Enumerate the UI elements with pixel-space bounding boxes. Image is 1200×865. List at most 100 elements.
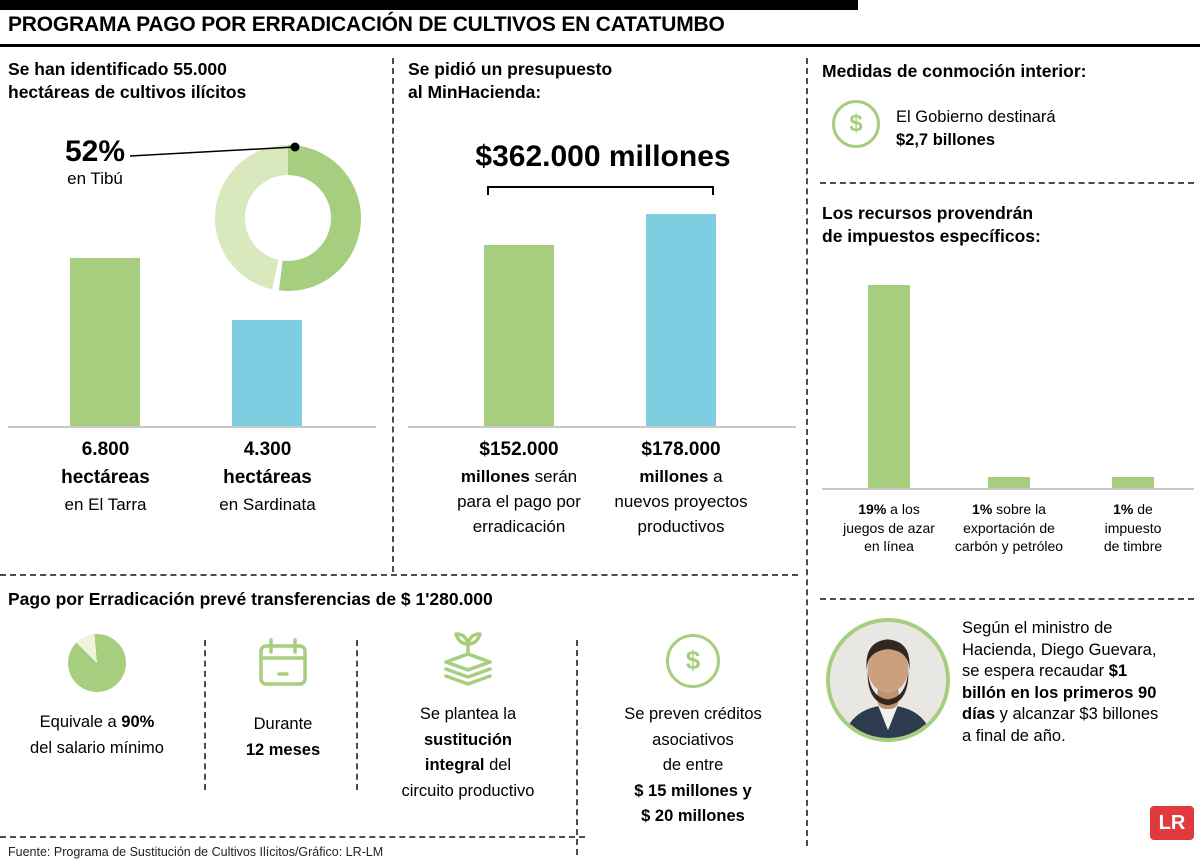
salario-line1: Equivale a 90% bbox=[30, 710, 164, 736]
sardinata-label: 4.300 hectáreas en Sardinata bbox=[190, 436, 345, 517]
transfer-item-duracion: Durante 12 meses bbox=[213, 636, 353, 763]
bar-el-tarra bbox=[70, 258, 140, 426]
erradicacion-amount: $152.000 bbox=[479, 439, 559, 460]
taxes-axis-line bbox=[822, 488, 1194, 490]
credits-dollar-icon: $ bbox=[666, 634, 720, 688]
minister-portrait-illustration bbox=[830, 622, 946, 738]
lr-logo: LR bbox=[1150, 806, 1194, 840]
creditos-line4: $ 15 millones y bbox=[634, 781, 752, 800]
salario-text: Equivale a 90% del salario mínimo bbox=[30, 710, 164, 761]
sustitucion-line3: integral del bbox=[402, 753, 535, 779]
budget-total: $362.000 millones bbox=[475, 140, 731, 173]
page-title: PROGRAMA PAGO POR ERRADICACIÓN DE CULTIV… bbox=[8, 13, 725, 36]
sardinata-unit: hectáreas bbox=[223, 467, 312, 488]
hectares-heading-line1: Se han identificado 55.000 bbox=[8, 59, 227, 79]
donut-percentage-value: 52% bbox=[64, 135, 126, 168]
top-black-bar bbox=[0, 0, 858, 10]
creditos-text: Se preven créditos asociativos de entre … bbox=[624, 702, 762, 830]
sustitucion-text: Se plantea la sustitución integral del c… bbox=[402, 702, 535, 804]
dollar-circle-icon: $ bbox=[832, 100, 880, 148]
transfer-item-sustitucion: Se plantea la sustitución integral del c… bbox=[365, 628, 571, 804]
creditos-line5: $ 20 millones bbox=[641, 807, 745, 825]
bar-proyectos bbox=[646, 214, 716, 426]
government-allocation: El Gobierno destinará $2,7 billones bbox=[896, 106, 1056, 152]
taxes-heading-line1: Los recursos provendrán bbox=[822, 203, 1034, 223]
tax-exportacion-pct: 1% bbox=[972, 501, 993, 517]
sustitucion-line2: sustitución bbox=[423, 730, 512, 749]
divider-footer bbox=[0, 836, 585, 838]
divider-item2-item3 bbox=[356, 640, 358, 790]
transfer-heading: Pago por Erradicación prevé transferenci… bbox=[8, 589, 493, 609]
pie-icon bbox=[68, 634, 126, 692]
proyectos-line2: millones a bbox=[578, 464, 784, 489]
donut-hole bbox=[245, 175, 331, 261]
hectares-heading: Se han identificado 55.000 hectáreas de … bbox=[8, 58, 246, 104]
taxes-heading-line2: de impuestos específicos: bbox=[822, 226, 1041, 246]
minister-quote-bold: $1 billón en los primeros 90 días bbox=[962, 662, 1157, 723]
crop-substitution-icon bbox=[444, 632, 492, 686]
tax-juegos-line3: en línea bbox=[864, 538, 914, 554]
tax-exportacion-line3: carbón y petróleo bbox=[954, 538, 1064, 554]
proyectos-label: $178.000 millones a nuevos proyectos pro… bbox=[578, 436, 784, 539]
tax-timbre-rest: de bbox=[1133, 501, 1153, 517]
source-credit: Fuente: Programa de Sustitución de Culti… bbox=[8, 845, 384, 859]
transfer-item-salario: Equivale a 90% del salario mínimo bbox=[2, 634, 192, 761]
duracion-line2: 12 meses bbox=[245, 740, 321, 759]
tax-juegos-line1: 19% a los bbox=[827, 500, 951, 519]
duracion-text: Durante 12 meses bbox=[246, 712, 320, 763]
divider-item1-item2 bbox=[204, 640, 206, 790]
tax-timbre-label: 1% de impuesto de timbre bbox=[1071, 500, 1195, 556]
divider-taxes-minister bbox=[820, 598, 1194, 600]
donut-chart bbox=[215, 145, 361, 291]
el-tarra-label: 6.800 hectáreas en El Tarra bbox=[28, 436, 183, 517]
sustitucion-line3-rest: del bbox=[484, 756, 512, 774]
tax-timbre-line2: impuesto bbox=[1104, 519, 1162, 536]
proyectos-line3: nuevos proyectos bbox=[614, 492, 748, 511]
sustitucion-line4: circuito productivo bbox=[401, 781, 535, 800]
sustitucion-line1: Se plantea la bbox=[419, 705, 517, 723]
divider-col2-col3 bbox=[806, 58, 808, 846]
tax-juegos-line2: juegos de azar bbox=[843, 519, 935, 536]
creditos-line3: de entre bbox=[662, 756, 724, 774]
erradicacion-line4: erradicación bbox=[472, 517, 566, 536]
hectares-heading-line2: hectáreas de cultivos ilícitos bbox=[8, 82, 247, 102]
donut-percentage-place: en Tibú bbox=[67, 169, 123, 188]
sardinata-value: 4.300 bbox=[243, 439, 292, 460]
taxes-heading: Los recursos provendrán de impuestos esp… bbox=[822, 202, 1041, 248]
sustitucion-line3-bold: integral bbox=[424, 756, 485, 774]
donut-pointer-line bbox=[129, 142, 300, 157]
divider-measures-taxes bbox=[820, 182, 1194, 184]
divider-item3-item4 bbox=[576, 640, 578, 855]
proyectos-line4: productivos bbox=[637, 517, 725, 536]
erradicacion-line2: millones serán bbox=[414, 464, 624, 489]
bar-erradicacion bbox=[484, 245, 554, 426]
proyectos-amount: $178.000 bbox=[641, 439, 721, 460]
tax-exportacion-line1: 1% sobre la bbox=[947, 500, 1071, 519]
el-tarra-value: 6.800 bbox=[81, 439, 130, 460]
tax-exportacion-rest: sobre la bbox=[992, 501, 1046, 517]
budget-bracket bbox=[487, 186, 714, 195]
bar-tax-juegos bbox=[868, 285, 910, 488]
tax-exportacion-label: 1% sobre la exportación de carbón y petr… bbox=[947, 500, 1071, 556]
tax-timbre-pct: 1% bbox=[1113, 501, 1134, 517]
duracion-line1: Durante bbox=[253, 715, 313, 733]
budget-heading-line2: al MinHacienda: bbox=[408, 82, 542, 102]
bar-tax-exportacion bbox=[988, 477, 1030, 488]
proyectos-line2-rest: a bbox=[708, 467, 723, 486]
government-allocation-line2: $2,7 billones bbox=[896, 131, 996, 149]
tax-exportacion-line2: exportación de bbox=[963, 519, 1055, 536]
bar-tax-timbre bbox=[1112, 477, 1154, 488]
erradicacion-label: $152.000 millones serán para el pago por… bbox=[414, 436, 624, 539]
el-tarra-unit: hectáreas bbox=[61, 467, 150, 488]
measures-heading: Medidas de conmoción interior: bbox=[822, 61, 1087, 81]
minister-photo bbox=[826, 618, 950, 742]
budget-heading: Se pidió un presupuesto al MinHacienda: bbox=[408, 58, 612, 104]
creditos-line2: asociativos bbox=[652, 730, 734, 749]
tax-juegos-rest: a los bbox=[886, 501, 920, 517]
divider-transfer-top bbox=[0, 574, 798, 576]
erradicacion-line3: para el pago por bbox=[457, 492, 581, 511]
tax-juegos-pct: 19% bbox=[858, 501, 887, 517]
minister-quote-post: y alcanzar $3 billones a final de año. bbox=[962, 705, 1159, 745]
proyectos-line2-bold: millones bbox=[639, 467, 709, 486]
minister-quote: Según el ministro de Hacienda, Diego Gue… bbox=[962, 618, 1168, 747]
